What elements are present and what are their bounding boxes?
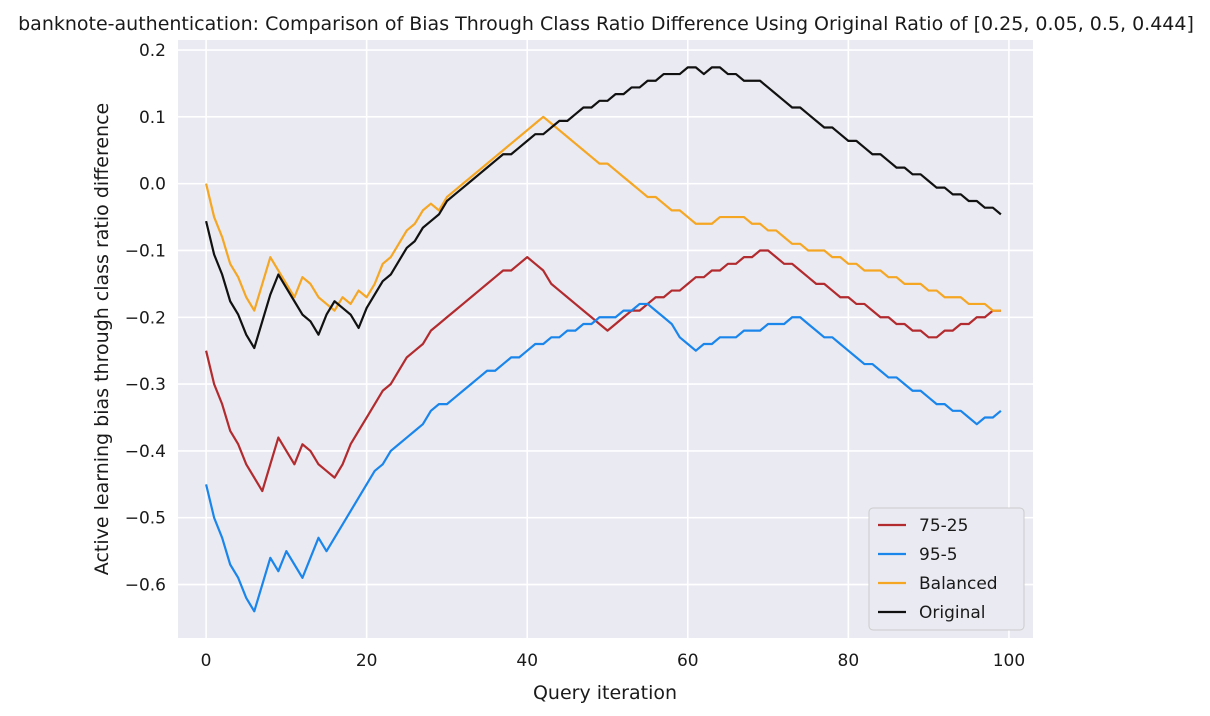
x-tick-label: 20 (356, 651, 378, 671)
x-tick-label: 80 (838, 651, 860, 671)
y-tick-label: 0.1 (139, 108, 166, 128)
x-axis-ticks: 0 20 40 60 80 100 (201, 651, 1025, 671)
x-tick-label: 60 (677, 651, 699, 671)
series-line-original (205, 66, 1002, 350)
y-tick-label: −0.6 (125, 576, 166, 596)
series-lines (205, 66, 1002, 613)
y-axis-ticks: 0.2 0.1 0.0 −0.1 −0.2 −0.3 −0.4 −0.5 −0.6 (125, 41, 166, 596)
y-tick-label: −0.2 (125, 308, 166, 328)
y-tick-label: −0.3 (125, 375, 166, 395)
y-tick-label: −0.1 (125, 241, 166, 261)
y-tick-label: −0.4 (125, 442, 166, 462)
legend-label-95-5: 95-5 (919, 545, 958, 565)
legend-box (868, 507, 1025, 631)
series-line-75-25 (205, 249, 1001, 493)
legend-label-original: Original (919, 603, 986, 623)
x-tick-label: 0 (201, 651, 212, 671)
legend: 75-25 95-5 Balanced Original (868, 507, 1025, 631)
legend-label-75-25: 75-25 (919, 516, 968, 536)
y-tick-label: 0.0 (139, 175, 166, 195)
chart-title: banknote-authentication: Comparison of B… (18, 13, 1194, 35)
x-tick-label: 100 (993, 651, 1025, 671)
y-axis-label: Active learning bias through class ratio… (91, 103, 113, 575)
x-tick-label: 40 (516, 651, 538, 671)
series-line-95-5 (205, 302, 1002, 613)
x-axis-label: Query iteration (533, 682, 677, 704)
legend-label-balanced: Balanced (919, 574, 998, 594)
y-tick-label: −0.5 (125, 509, 166, 529)
y-tick-label: 0.2 (139, 41, 166, 61)
